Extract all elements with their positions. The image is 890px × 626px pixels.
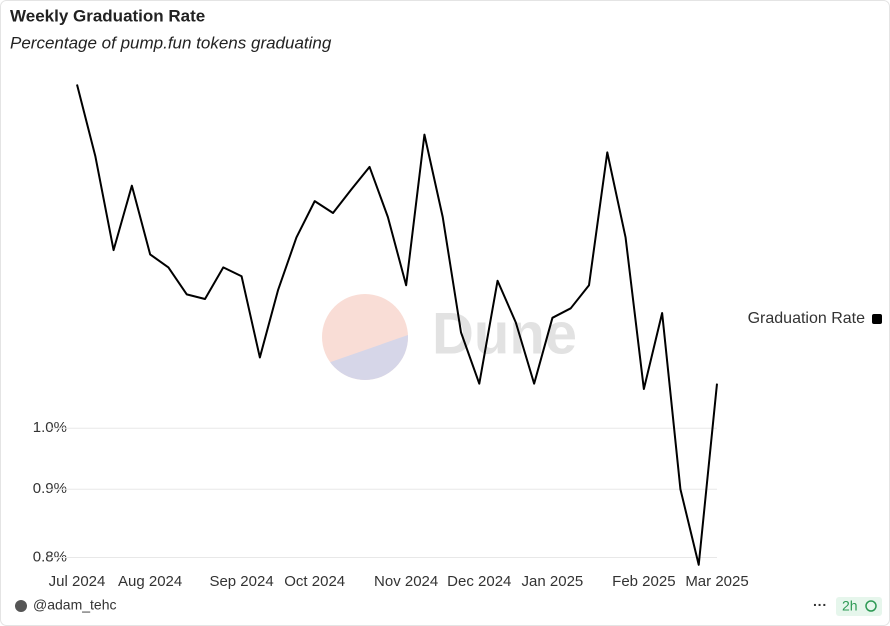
chart-subtitle: Percentage of pump.fun tokens graduating — [10, 33, 332, 52]
x-tick-label: Feb 2025 — [612, 573, 675, 590]
x-tick-label: Jan 2025 — [522, 573, 584, 590]
x-tick-label: Jul 2024 — [49, 573, 106, 590]
y-tick-label: 0.8% — [33, 548, 67, 565]
x-tick-label: Dec 2024 — [447, 573, 511, 590]
legend-label: Graduation Rate — [748, 310, 866, 327]
x-tick-label: Sep 2024 — [209, 573, 273, 590]
x-tick-label: Aug 2024 — [118, 573, 182, 590]
watermark-text: Dune — [432, 301, 577, 366]
x-tick-label: Nov 2024 — [374, 573, 438, 590]
x-tick-label: Oct 2024 — [284, 573, 345, 590]
chart-title: Weekly Graduation Rate — [10, 6, 205, 25]
y-tick-label: 1.0% — [33, 419, 67, 436]
legend-swatch — [872, 314, 882, 324]
age-icon — [865, 600, 877, 612]
line — [76, 84, 718, 566]
menu[interactable]: ··· — [813, 597, 827, 613]
author-avatar — [15, 600, 27, 612]
author[interactable]: @adam_tehc — [33, 597, 116, 613]
watermark-logo — [322, 294, 408, 380]
x-tick-label: Mar 2025 — [685, 573, 748, 590]
age: 2h — [842, 598, 858, 614]
y-tick-label: 0.9% — [33, 480, 67, 497]
